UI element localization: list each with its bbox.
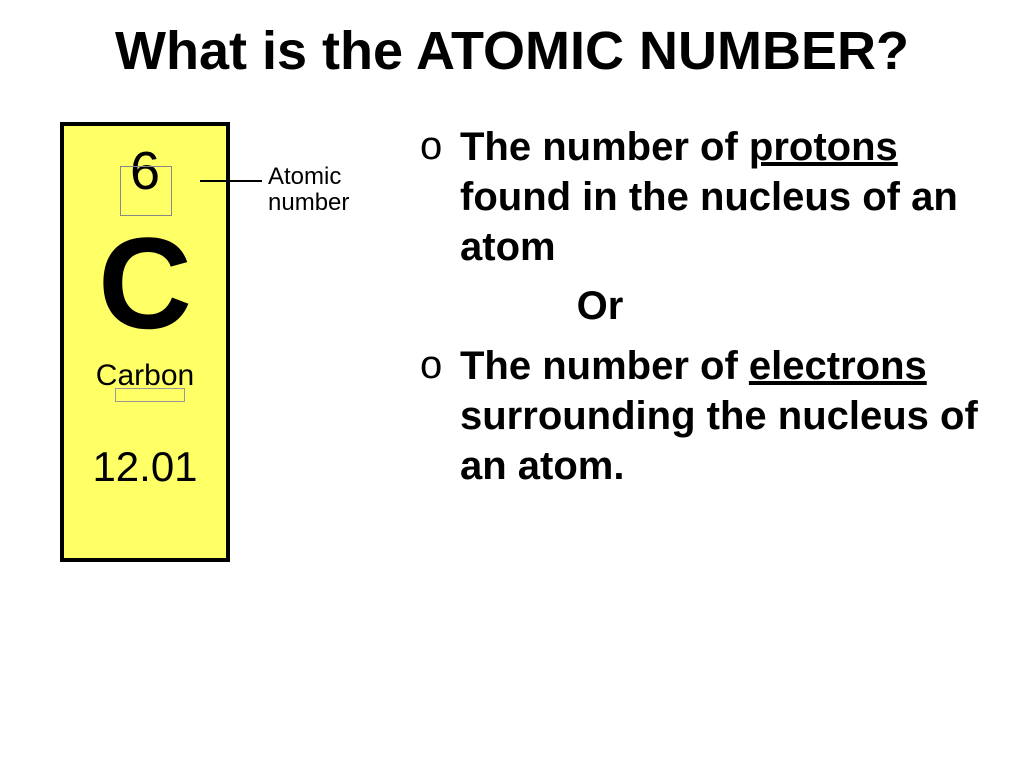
atomic-mass: 12.01 — [92, 443, 197, 491]
bullet-marker: o — [420, 122, 442, 170]
bullet-list: o The number of protons found in the nuc… — [420, 122, 984, 272]
annotation-label: Atomic number — [268, 164, 349, 217]
highlight-box-atomic-number — [120, 166, 172, 216]
content-area: 6 C Carbon 12.01 Atomic number o The num… — [30, 122, 994, 562]
or-separator: Or — [550, 284, 650, 329]
bullet-text-2: The number of electrons surrounding the … — [460, 341, 984, 491]
annotation-label-line1: Atomic — [268, 163, 341, 190]
bullet-1-underlined: protons — [749, 125, 898, 169]
highlight-box-name — [115, 388, 185, 402]
slide-container: What is the ATOMIC NUMBER? 6 C Carbon 12… — [0, 0, 1024, 768]
element-symbol: C — [98, 228, 192, 339]
bullet-2-post: surrounding the nucleus of an atom. — [460, 394, 978, 488]
element-panel: 6 C Carbon 12.01 Atomic number — [40, 122, 400, 562]
bullet-1-pre: The number of — [460, 125, 749, 169]
bullet-text-1: The number of protons found in the nucle… — [460, 122, 984, 272]
bullet-list-2: o The number of electrons surrounding th… — [420, 341, 984, 491]
annotation-leader-line — [200, 180, 262, 182]
bullet-item-1: o The number of protons found in the nuc… — [420, 122, 984, 272]
bullet-item-2: o The number of electrons surrounding th… — [420, 341, 984, 491]
bullet-2-underlined: electrons — [749, 344, 927, 388]
bullet-marker: o — [420, 341, 442, 389]
bullet-panel: o The number of protons found in the nuc… — [420, 122, 984, 562]
annotation-label-line2: number — [268, 189, 349, 216]
bullet-1-post: found in the nucleus of an atom — [460, 175, 958, 269]
slide-title: What is the ATOMIC NUMBER? — [30, 20, 994, 82]
bullet-2-pre: The number of — [460, 344, 749, 388]
